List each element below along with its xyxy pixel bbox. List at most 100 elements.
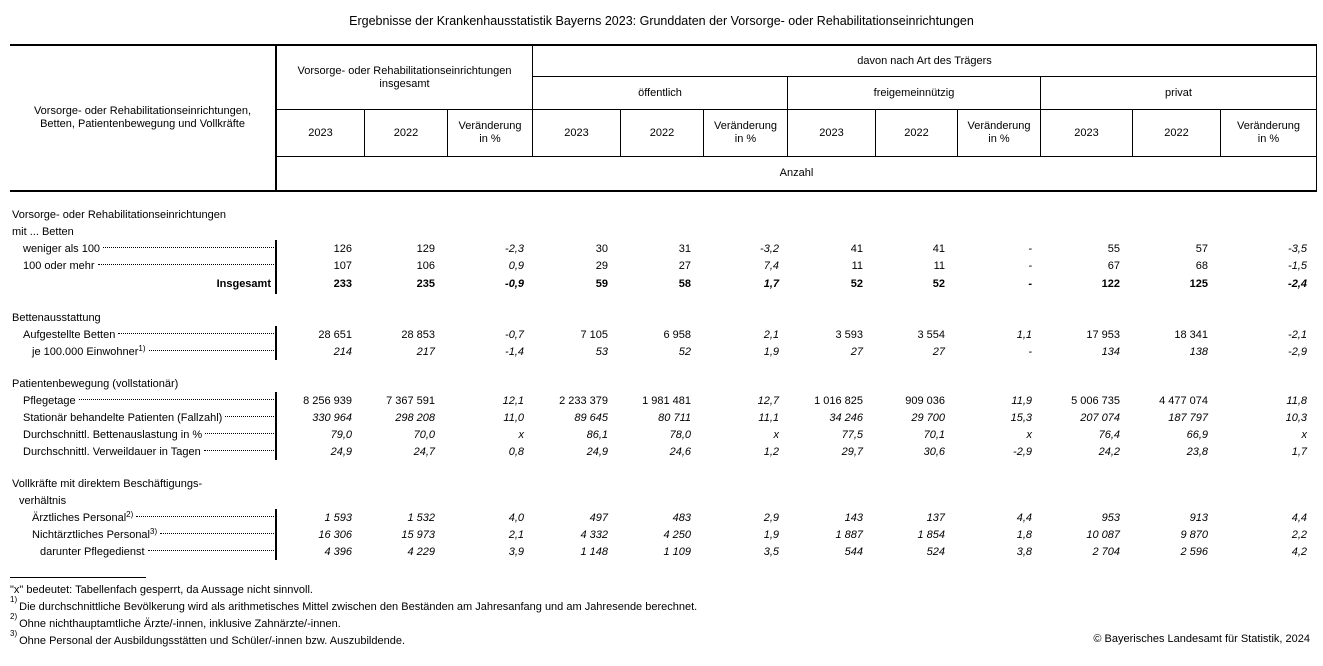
value-cell: 106: [416, 259, 435, 272]
value-cell: 12,1: [502, 394, 524, 407]
change-label-line-1: Veränderung: [458, 120, 522, 132]
column-header-change: Veränderung in %: [958, 110, 1041, 157]
value-cell: 24,7: [413, 445, 435, 458]
footnote-2: 2)Ohne nichthauptamtliche Ärzte/-innen, …: [10, 613, 697, 633]
row-label: Vorsorge- oder Rehabilitationseinrichtun…: [10, 206, 1316, 223]
row-label: Patientenbewegung (vollstationär): [10, 375, 1316, 392]
value-cell: -: [1028, 278, 1032, 290]
table-row: je 100.000 Einwohner 1) 214 217 -1,4 53 52 1,9 2…: [10, 343, 1316, 360]
row-label: Bettenausstattung: [10, 309, 1316, 326]
value-cell: 1 148: [580, 545, 608, 558]
value-cell: 23,8: [1186, 445, 1208, 458]
footnote-marker: 2): [10, 612, 18, 622]
value-cell: -3,5: [1288, 242, 1307, 255]
change-label-line-1: Veränderung: [714, 120, 777, 132]
row-label: Durchschnittl. Bettenauslastung in %: [10, 426, 277, 443]
value-cell: 86,1: [586, 428, 608, 441]
value-cell: 67: [1107, 259, 1120, 272]
row-label-text: mit ... Betten: [12, 225, 74, 238]
group-label-line-2: insgesamt: [379, 77, 430, 90]
value-cell: 34 246: [829, 411, 863, 424]
value-cell: 524: [926, 545, 945, 558]
value-cell: 24,9: [330, 445, 352, 458]
value-cell: 52: [678, 345, 691, 358]
column-group-davon: davon nach Art des Trägers: [533, 46, 1316, 77]
value-cell: 30: [595, 242, 608, 255]
stub-line-1: Vorsorge- oder Rehabilitationseinrichtun…: [33, 105, 252, 117]
value-cell: 497: [589, 511, 608, 524]
table-row: Durchschnittl. Bettenauslastung in % 79,0…: [10, 426, 1316, 443]
row-label: Pflegetage: [10, 392, 277, 409]
value-cell: 909 036: [905, 394, 945, 407]
column-header-change: Veränderung in %: [1221, 110, 1316, 157]
stub-column-header: Vorsorge- oder Rehabilitationseinrichtun…: [10, 46, 277, 190]
value-cell: x: [1026, 428, 1033, 441]
section-header-row: mit ... Betten: [10, 223, 1316, 240]
row-label-text: verhältnis: [19, 494, 67, 507]
value-cell: 126: [333, 242, 352, 255]
row-label-text: 100 oder mehr: [23, 259, 95, 272]
value-cell: 0,9: [508, 259, 524, 272]
value-cell: 298 208: [395, 411, 435, 424]
value-cell: 8 256 939: [303, 394, 352, 407]
value-cell: x: [773, 428, 780, 441]
value-cell: 29,7: [841, 445, 863, 458]
value-cell: 70,1: [923, 428, 945, 441]
value-cell: 41: [850, 242, 863, 255]
dot-leader: [118, 332, 274, 334]
value-cell: 2 704: [1092, 545, 1120, 558]
value-cell: 1,7: [763, 278, 779, 290]
value-cell: 7 367 591: [386, 394, 435, 407]
value-cell: 214: [333, 345, 352, 358]
column-header-2023: 2023: [533, 110, 621, 157]
value-cell: 17 953: [1086, 328, 1120, 341]
value-cell: -2,3: [505, 242, 524, 255]
section-gap: [10, 294, 1316, 309]
value-cell: 2,1: [763, 328, 779, 341]
column-header-2023: 2023: [1041, 110, 1133, 157]
value-cell: 55: [1107, 242, 1120, 255]
value-cell: 59: [595, 278, 608, 290]
row-label-text: Aufgestellte Betten: [23, 328, 116, 341]
footnote-separator: [10, 577, 146, 578]
value-cell: 15 973: [401, 528, 435, 541]
column-header-change: Veränderung in %: [704, 110, 788, 157]
value-cell: 2,2: [1291, 528, 1307, 541]
column-header-2022: 2022: [365, 110, 448, 157]
value-cell: 27: [678, 259, 691, 272]
section-header-row: Vorsorge- oder Rehabilitationseinrichtun…: [10, 206, 1316, 223]
value-cell: 52: [932, 278, 945, 290]
dot-leader: [97, 263, 274, 265]
value-cell: 1 981 481: [642, 394, 691, 407]
value-cell: 2 233 379: [559, 394, 608, 407]
table-row: Stationär behandelte Patienten (Fallzahl…: [10, 409, 1316, 426]
value-cell: 77,5: [841, 428, 863, 441]
value-cell: 5 006 735: [1071, 394, 1120, 407]
table-row: 100 oder mehr 107 106 0,9 29 27 7,4 11 11 - 67 68 -1…: [10, 257, 1316, 274]
value-cell: 9 870: [1180, 528, 1208, 541]
row-label-text: Ärztliches Personal: [32, 511, 127, 524]
row-label: je 100.000 Einwohner 1): [10, 343, 277, 360]
value-cell: 953: [1101, 511, 1120, 524]
value-cell: 1 016 825: [814, 394, 863, 407]
value-cell: 1 532: [407, 511, 435, 524]
value-cell: 233: [333, 278, 352, 290]
value-cell: 1,9: [763, 528, 779, 541]
value-cell: 1,2: [763, 445, 779, 458]
value-cell: -0,9: [505, 278, 524, 290]
dot-leader: [147, 549, 274, 551]
value-cell: 129: [416, 242, 435, 255]
table-row: darunter Pflegedienst 4 396 4 229 3,9 1 148 1…: [10, 543, 1316, 560]
value-cell: 143: [844, 511, 863, 524]
value-cell: 3,5: [763, 545, 779, 558]
value-cell: 76,4: [1098, 428, 1120, 441]
value-cell: 330 964: [312, 411, 352, 424]
value-cell: 235: [416, 278, 435, 290]
row-label-text: Patientenbewegung (vollstationär): [12, 377, 179, 390]
group-label-line-1: Vorsorge- oder Rehabilitationseinrichtun…: [297, 64, 512, 77]
value-cell: 217: [416, 345, 435, 358]
column-header-2022: 2022: [621, 110, 704, 157]
value-cell: 28 853: [401, 328, 435, 341]
value-cell: 70,0: [413, 428, 435, 441]
value-cell: 138: [1189, 345, 1208, 358]
